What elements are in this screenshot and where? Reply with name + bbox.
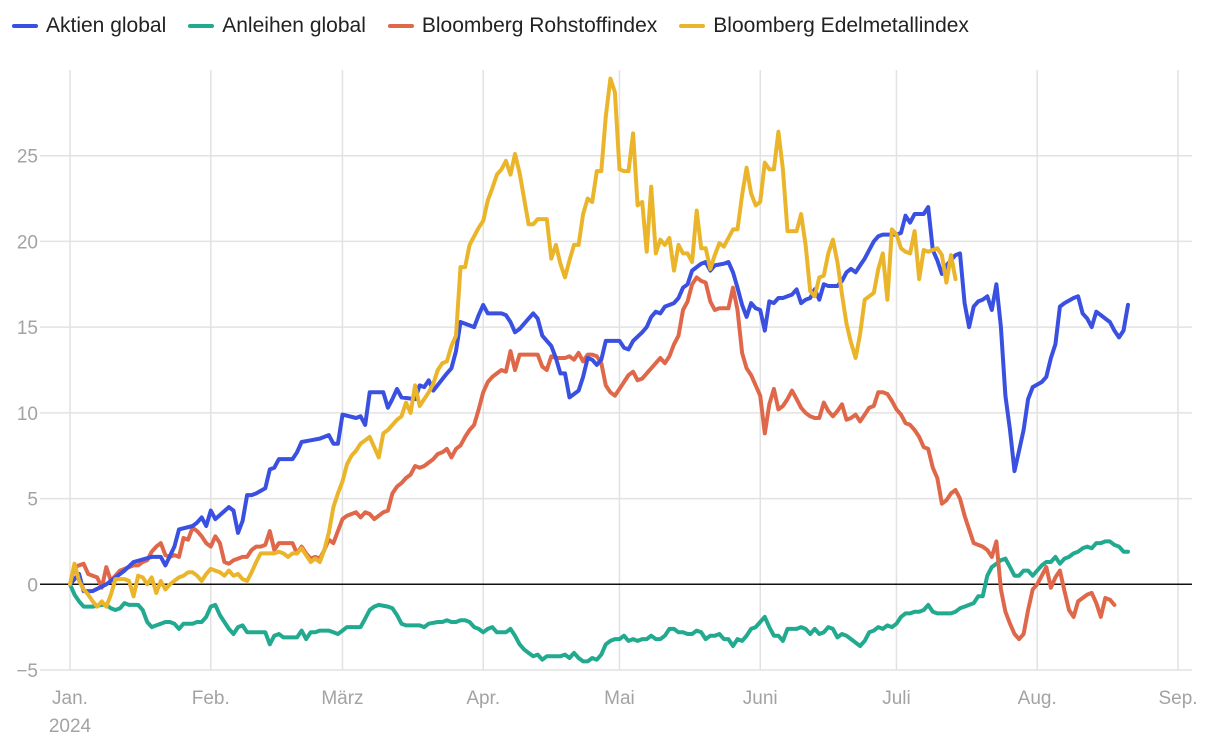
y-tick-label: 25 [17, 147, 38, 168]
x-tick-label: Jan. [52, 688, 88, 709]
y-tick-label: 10 [17, 404, 38, 425]
legend: Aktien global Anleihen global Bloomberg … [12, 14, 991, 38]
x-axis-ticks: Jan. Feb. März Apr. Mai Juni Juli Aug. Sep. 2024 [49, 688, 1198, 737]
grid [40, 70, 1192, 671]
legend-item-aktien-global[interactable]: Aktien global [12, 14, 166, 38]
legend-swatch-anleihen-global [188, 24, 215, 28]
series-line-bloomberg-edelmetallindex [68, 76, 958, 609]
legend-swatch-aktien-global [12, 24, 38, 28]
y-tick-label: 15 [17, 318, 38, 339]
legend-item-edelmetallindex[interactable]: Bloomberg Edelmetallindex [679, 14, 969, 38]
y-tick-label: 20 [17, 232, 38, 253]
series-line-anleihen-global [68, 539, 1130, 664]
series-line-bloomberg-rohstoffindex [68, 275, 1117, 642]
legend-item-rohstoffindex[interactable]: Bloomberg Rohstoffindex [387, 14, 658, 38]
x-tick-label: März [321, 688, 363, 709]
legend-label: Aktien global [46, 14, 167, 37]
x-tick-label: Aug. [1018, 688, 1057, 709]
legend-label: Anleihen global [222, 14, 366, 37]
x-tick-label: Juli [882, 688, 911, 709]
series-lines [68, 76, 1130, 664]
y-tick-label: −5 [16, 661, 38, 682]
x-tick-label: Mai [604, 688, 635, 709]
legend-swatch-edelmetallindex [679, 24, 706, 28]
series-line-aktien-global [68, 205, 1130, 594]
x-tick-label: Juni [743, 688, 778, 709]
x-tick-label: Feb. [192, 688, 230, 709]
y-tick-label: 0 [27, 575, 38, 596]
x-year-label: 2024 [49, 716, 92, 737]
legend-label: Bloomberg Rohstoffindex [421, 14, 658, 37]
x-tick-label: Apr. [466, 688, 500, 709]
x-tick-label: Sep. [1158, 688, 1197, 709]
legend-swatch-rohstoffindex [387, 24, 414, 28]
y-tick-label: 5 [27, 490, 38, 511]
legend-item-anleihen-global[interactable]: Anleihen global [188, 14, 366, 38]
y-axis-ticks: −5 0 5 10 15 20 25 [16, 147, 38, 682]
legend-label: Bloomberg Edelmetallindex [713, 14, 969, 37]
